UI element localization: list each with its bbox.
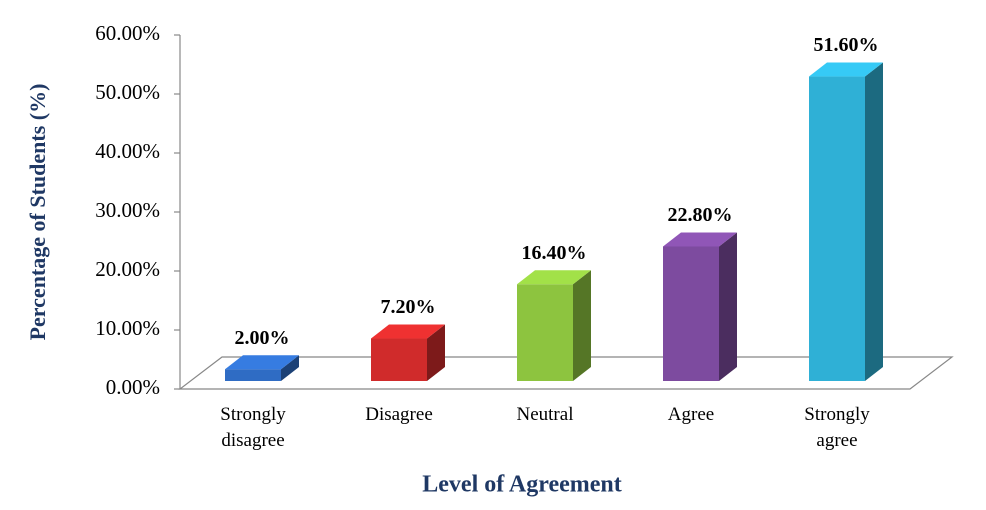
data-label: 51.60% — [814, 34, 879, 56]
data-label: 16.40% — [522, 242, 587, 264]
y-tick-label: 10.00% — [95, 316, 160, 340]
y-tick-label: 50.00% — [95, 80, 160, 104]
y-tick-label: 60.00% — [95, 21, 160, 45]
bar-side — [573, 270, 591, 381]
bar-side — [427, 324, 445, 381]
x-tick-label: Strongly disagree — [220, 404, 286, 451]
y-tick-label: 20.00% — [95, 257, 160, 281]
x-tick-label: Neutral — [516, 404, 574, 425]
bar — [225, 369, 281, 381]
x-tick-label: Disagree — [365, 404, 433, 425]
bar — [517, 284, 573, 381]
bar — [809, 76, 865, 381]
bar-side — [865, 62, 883, 382]
x-tick-label: Strongly agree — [804, 404, 870, 451]
bar-top — [371, 324, 445, 339]
data-label: 2.00% — [235, 327, 290, 349]
bar-side — [719, 232, 737, 381]
data-label: 7.20% — [381, 296, 436, 318]
y-tick-label: 40.00% — [95, 139, 160, 163]
bar-top — [663, 232, 737, 247]
bar — [663, 246, 719, 381]
x-tick-label: Agree — [667, 404, 715, 425]
bar-top — [809, 62, 883, 77]
y-tick-label: 0.00% — [106, 375, 160, 399]
y-tick-label: 30.00% — [95, 198, 160, 222]
bar-side — [281, 355, 299, 381]
x-axis-title: Level of Agreement — [422, 472, 622, 498]
bar — [371, 338, 427, 381]
data-label: 22.80% — [668, 204, 733, 226]
y-axis-title: Percentage of Students (%) — [25, 84, 50, 341]
bar-top — [517, 270, 591, 285]
bar-top — [225, 355, 299, 370]
